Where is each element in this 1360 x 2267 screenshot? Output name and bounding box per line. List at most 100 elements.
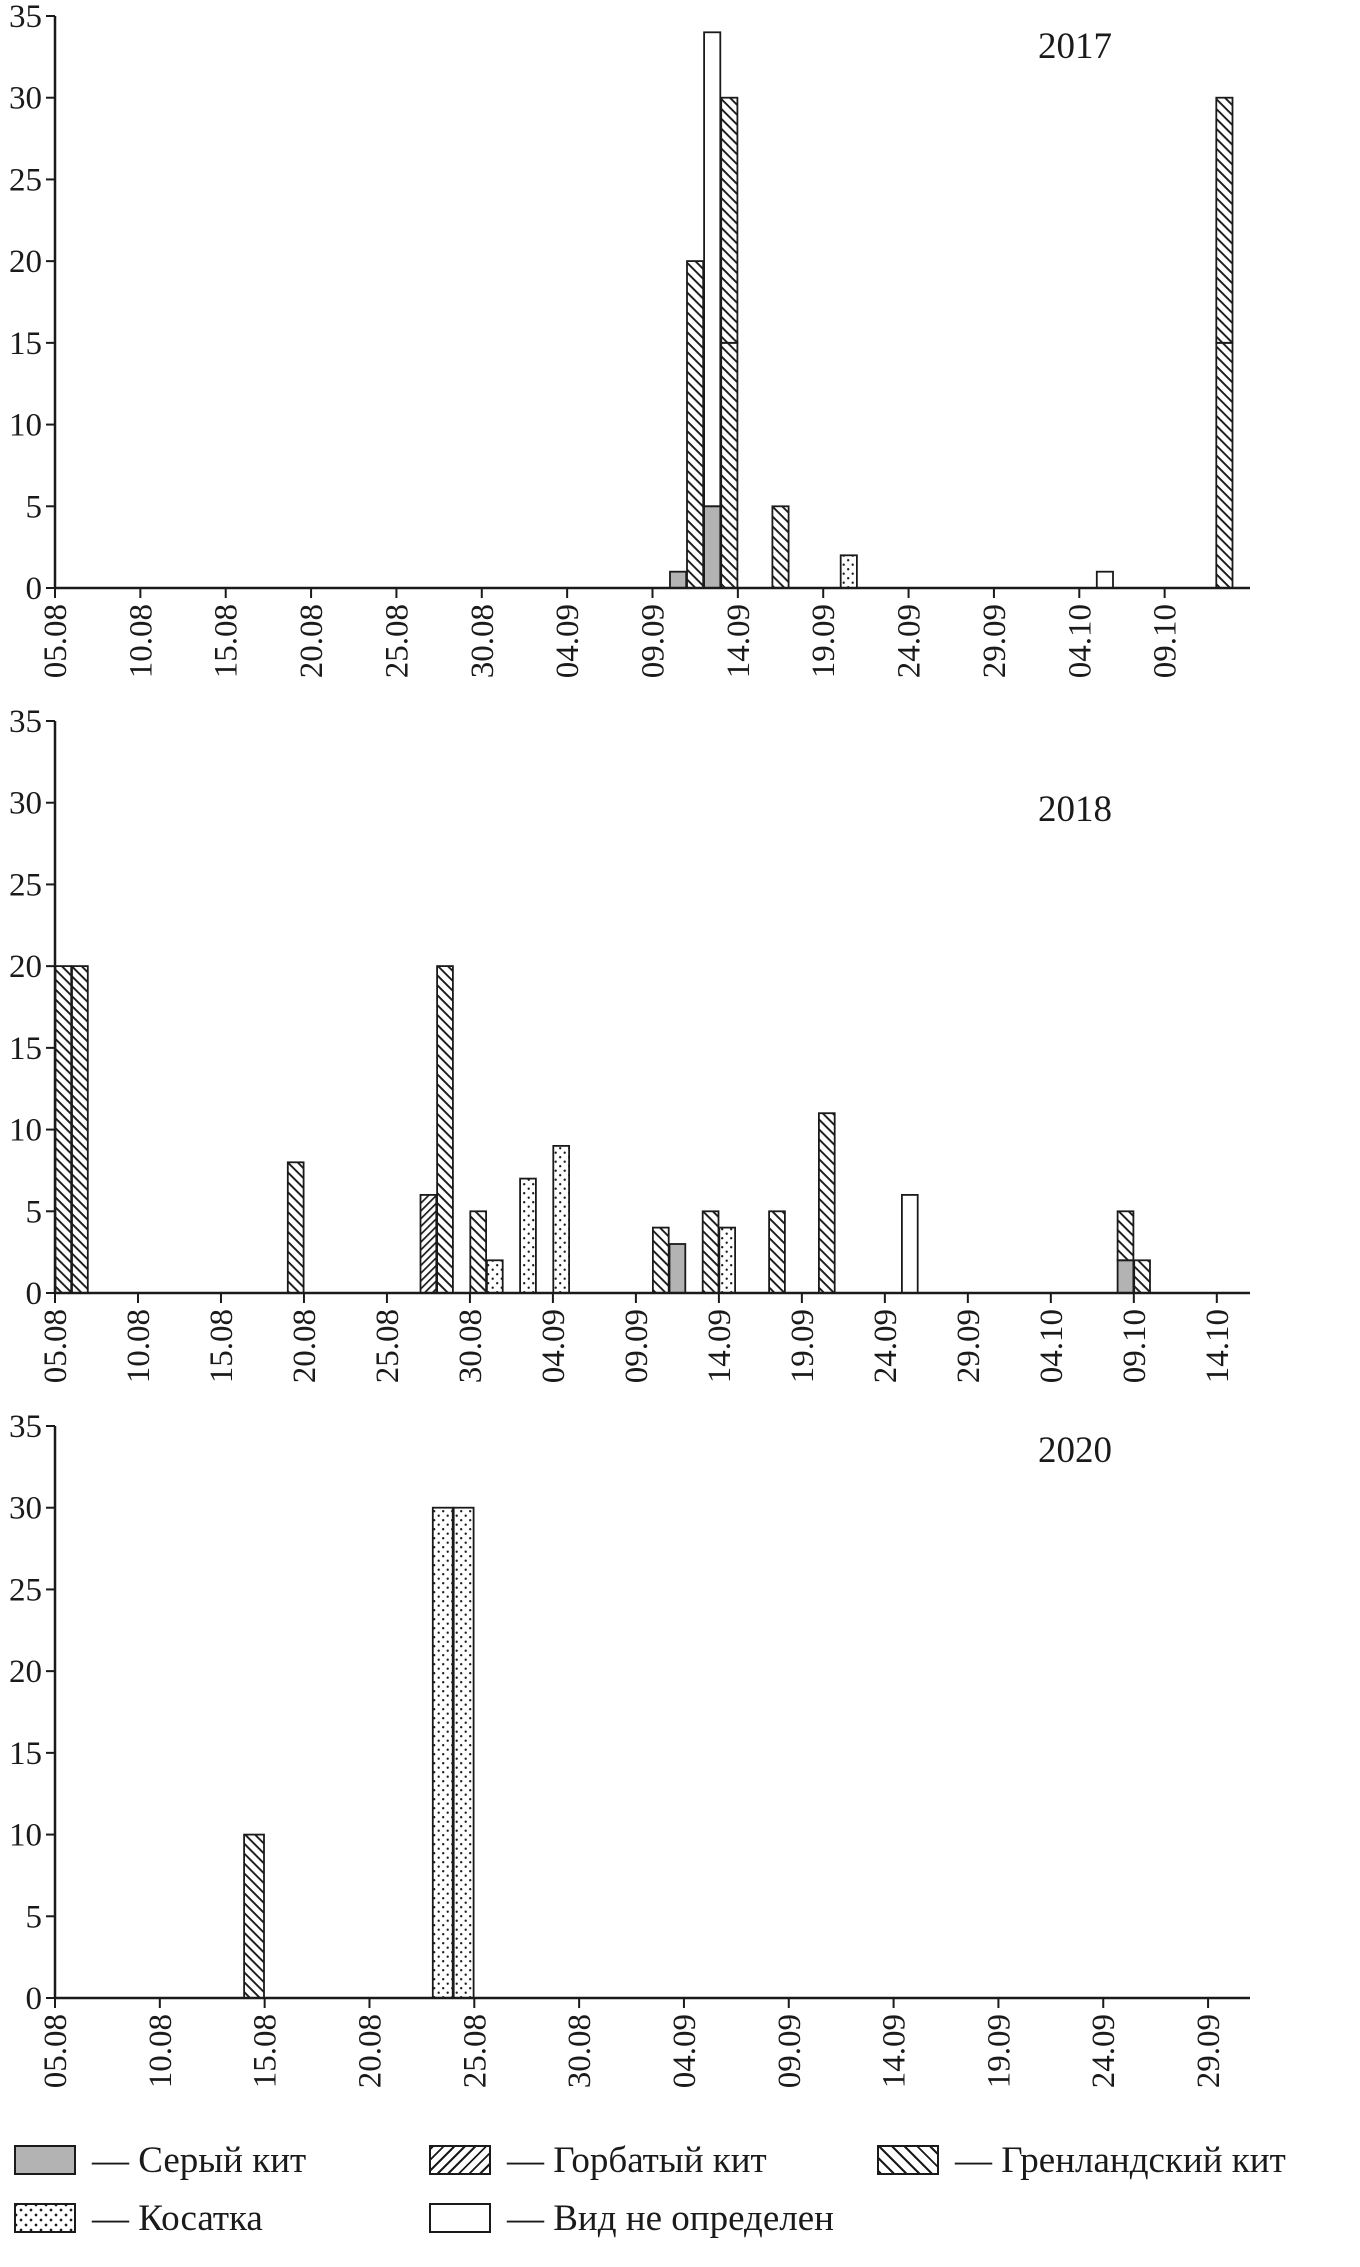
y-tick-label: 10 xyxy=(9,408,42,444)
bar-2017-05.10-undetermined xyxy=(1095,570,1114,589)
x-tick-label: 10.08 xyxy=(123,604,159,678)
x-tick-label: 19.09 xyxy=(785,1309,821,1383)
year-label: 2018 xyxy=(1038,789,1112,830)
legend-row-2: — Косатка — Вид не определен xyxy=(14,2189,1360,2247)
x-tick-label: 09.10 xyxy=(1148,604,1184,678)
y-tick-label: 5 xyxy=(26,489,43,525)
x-tick-label: 04.09 xyxy=(550,604,586,678)
x-tick-label: 09.09 xyxy=(772,2014,808,2088)
bowhead-whale-swatch-icon xyxy=(877,2145,939,2175)
chart-2018: 0 5 10 15 20 25 30 35 05.08 10.08 15.08 20.08 25.08 3… xyxy=(9,705,1250,1383)
year-label: 2017 xyxy=(1038,26,1112,67)
chart-2017: 0 5 10 15 20 25 30 35 05.08 10.08 15.08 20.08 25.08 3… xyxy=(9,0,1250,678)
bar-2018-09.10-bowhead xyxy=(1133,1259,1151,1294)
y-tick-label: 35 xyxy=(9,705,42,740)
y-tick-label: 30 xyxy=(9,1491,42,1527)
y-tick-label: 15 xyxy=(9,326,42,362)
x-tick-label: 30.08 xyxy=(562,2014,598,2088)
bar-2018-27.08-humpback xyxy=(419,1193,438,1294)
x-tick-label: 15.08 xyxy=(209,604,245,678)
x-tick-label: 05.08 xyxy=(38,1309,74,1383)
x-tick-label: 30.08 xyxy=(453,1309,489,1383)
y-tick-label: 10 xyxy=(9,1113,42,1149)
y-tick-label: 35 xyxy=(9,0,42,35)
y-tick-label: 25 xyxy=(9,1572,42,1608)
humpback-whale-label: — Горбатый кит xyxy=(507,2139,767,2181)
bar-2017-10.09-gray xyxy=(669,570,688,589)
humpback-whale-swatch-icon xyxy=(429,2145,491,2175)
x-tick-label: 04.10 xyxy=(1062,604,1098,678)
bar-2020-24.08-orca xyxy=(452,1506,475,1999)
x-tick-label: 09.09 xyxy=(636,604,672,678)
y-tick-label: 15 xyxy=(9,1031,42,1067)
bar-2020-23.08-orca xyxy=(431,1506,454,1999)
x-tick-label: 10.08 xyxy=(121,1309,157,1383)
bar-2018-06.08-bowhead xyxy=(71,965,89,1294)
bar-2018-30.08-bowhead xyxy=(469,1210,487,1294)
orca-label: — Косатка xyxy=(92,2197,263,2239)
x-tick-label: 14.09 xyxy=(702,1309,738,1383)
y-tick-label: 5 xyxy=(26,1194,43,1230)
x-tick-label: 29.09 xyxy=(1191,2014,1227,2088)
legend-item-undetermined: — Вид не определен xyxy=(429,2197,834,2240)
bar-2018-08.10-bowhead xyxy=(1116,1210,1135,1262)
x-tick-label: 20.08 xyxy=(294,604,330,678)
x-tick-label: 25.08 xyxy=(370,1309,406,1383)
bar-2017-12.09-gray xyxy=(703,505,722,589)
bar-2017-11.09-bowhead xyxy=(686,260,705,589)
x-tick-label: 15.08 xyxy=(248,2014,284,2088)
x-tick-label: 15.08 xyxy=(204,1309,240,1383)
legend-item-orca: — Косатка xyxy=(14,2197,429,2240)
bar-2018-14.09-orca xyxy=(718,1226,736,1294)
bar-2018-19.08-bowhead xyxy=(286,1161,305,1294)
bar-2018-13.09-bowhead xyxy=(701,1210,720,1294)
y-tick-label: 5 xyxy=(26,1899,43,1935)
y-tick-label: 20 xyxy=(9,949,42,985)
y-tick-label: 0 xyxy=(26,571,43,607)
undetermined-swatch-icon xyxy=(429,2203,491,2233)
chart-2020: 0 5 10 15 20 25 30 35 05.08 10.08 15.08 20.08 25.08 3… xyxy=(9,1410,1250,2088)
x-tick-label: 04.09 xyxy=(536,1309,572,1383)
x-tick-label: 14.09 xyxy=(877,2014,913,2088)
legend-item-humpback-whale: — Горбатый кит xyxy=(429,2139,877,2182)
gray-whale-swatch-icon xyxy=(14,2145,76,2175)
y-tick-label: 30 xyxy=(9,81,42,117)
y-tick-label: 15 xyxy=(9,1736,42,1772)
bar-2018-25.09-undetermined xyxy=(901,1193,919,1294)
bar-2018-11.09-gray xyxy=(668,1243,687,1294)
x-tick-label: 30.08 xyxy=(465,604,501,678)
x-tick-label: 19.09 xyxy=(806,604,842,678)
gray-whale-label: — Серый кит xyxy=(92,2139,307,2181)
bar-2018-31.08-orca xyxy=(485,1259,504,1294)
x-tick-label: 19.09 xyxy=(981,2014,1017,2088)
y-tick-label: 25 xyxy=(9,867,42,903)
x-tick-label: 24.09 xyxy=(892,604,928,678)
bar-2020-14.08-bowhead xyxy=(243,1833,265,1999)
bar-2017-13.09-bowhead xyxy=(720,341,739,589)
bar-2018-17.09-bowhead xyxy=(768,1210,786,1294)
bar-2017-12.09-undetermined xyxy=(703,31,722,508)
y-tick-label: 30 xyxy=(9,786,42,822)
legend-item-bowhead-whale: — Гренландский кит xyxy=(877,2139,1286,2182)
bar-2018-05.08-bowhead xyxy=(54,965,73,1294)
bar-2017-20.09-orca xyxy=(839,554,858,589)
x-tick-label: 29.09 xyxy=(951,1309,987,1383)
x-tick-label: 24.09 xyxy=(1086,2014,1122,2088)
year-label: 2020 xyxy=(1038,1430,1112,1471)
x-tick-label: 04.09 xyxy=(667,2014,703,2088)
x-tick-label: 04.10 xyxy=(1034,1309,1070,1383)
y-tick-label: 20 xyxy=(9,244,42,280)
y-tick-label: 20 xyxy=(9,1654,42,1690)
x-tick-label: 10.08 xyxy=(143,2014,179,2088)
y-tick-label: 0 xyxy=(26,1276,43,1312)
bar-2018-10.09-bowhead xyxy=(652,1226,670,1294)
legend-item-gray-whale: — Серый кит xyxy=(14,2139,429,2182)
x-tick-label: 05.08 xyxy=(38,604,74,678)
legend: — Серый кит — Горбатый кит — Гренландски… xyxy=(0,2115,1360,2247)
bowhead-whale-label: — Гренландский кит xyxy=(955,2139,1286,2181)
bar-2017-13.09-bowhead xyxy=(720,96,739,344)
x-tick-label: 14.09 xyxy=(721,604,757,678)
y-tick-label: 10 xyxy=(9,1818,42,1854)
bar-2018-02.09-orca xyxy=(519,1177,537,1294)
